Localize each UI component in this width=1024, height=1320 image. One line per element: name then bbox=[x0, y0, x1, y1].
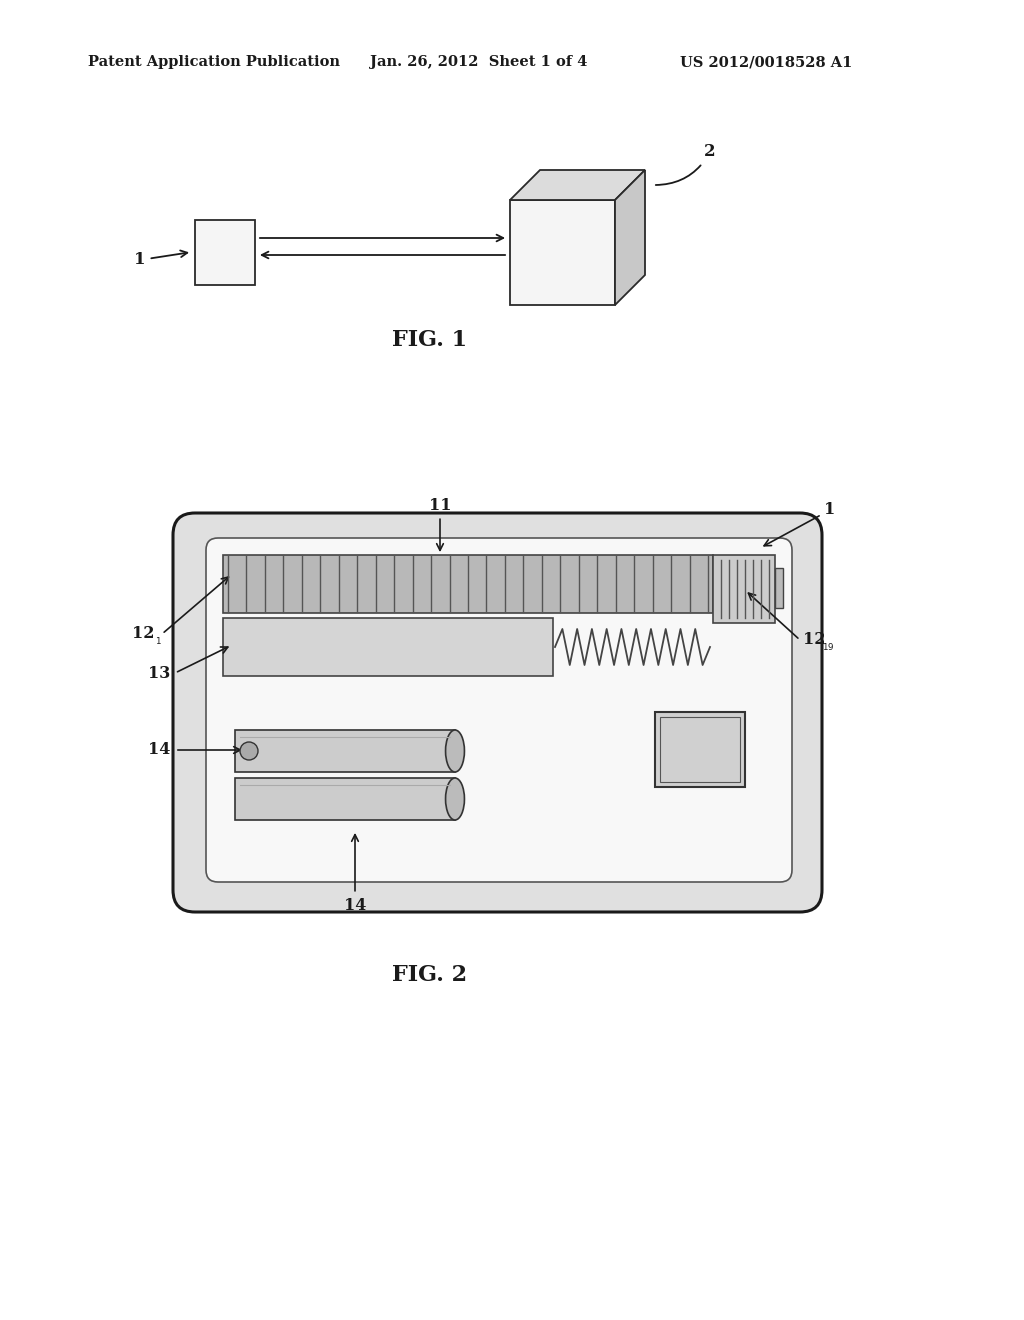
Bar bbox=[510, 201, 615, 305]
Bar bbox=[195, 220, 255, 285]
Polygon shape bbox=[510, 170, 645, 201]
Text: Patent Application Publication: Patent Application Publication bbox=[88, 55, 340, 69]
Bar bbox=[234, 730, 455, 772]
Text: $_{1}$: $_{1}$ bbox=[155, 634, 162, 647]
Text: 12: 12 bbox=[803, 631, 825, 648]
Ellipse shape bbox=[445, 777, 465, 820]
Bar bbox=[655, 711, 745, 787]
Text: $_{19}$: $_{19}$ bbox=[822, 640, 835, 653]
Text: 13: 13 bbox=[147, 664, 170, 681]
Text: 2: 2 bbox=[655, 144, 716, 185]
Text: 1: 1 bbox=[134, 251, 187, 268]
Circle shape bbox=[240, 742, 258, 760]
Text: 14: 14 bbox=[147, 742, 170, 759]
Text: 12: 12 bbox=[132, 626, 155, 643]
Text: 1: 1 bbox=[764, 502, 836, 545]
Bar bbox=[234, 777, 455, 820]
Text: Jan. 26, 2012  Sheet 1 of 4: Jan. 26, 2012 Sheet 1 of 4 bbox=[370, 55, 588, 69]
Bar bbox=[223, 618, 553, 676]
Bar bbox=[713, 554, 775, 623]
Text: US 2012/0018528 A1: US 2012/0018528 A1 bbox=[680, 55, 852, 69]
Text: FIG. 1: FIG. 1 bbox=[392, 329, 468, 351]
Bar bbox=[775, 568, 783, 609]
Text: 14: 14 bbox=[344, 834, 367, 913]
FancyBboxPatch shape bbox=[173, 513, 822, 912]
Ellipse shape bbox=[445, 730, 465, 772]
Text: FIG. 2: FIG. 2 bbox=[392, 964, 468, 986]
FancyBboxPatch shape bbox=[206, 539, 792, 882]
Polygon shape bbox=[615, 170, 645, 305]
Text: 11: 11 bbox=[429, 496, 452, 550]
Bar bbox=[223, 554, 713, 612]
Bar bbox=[660, 717, 740, 781]
